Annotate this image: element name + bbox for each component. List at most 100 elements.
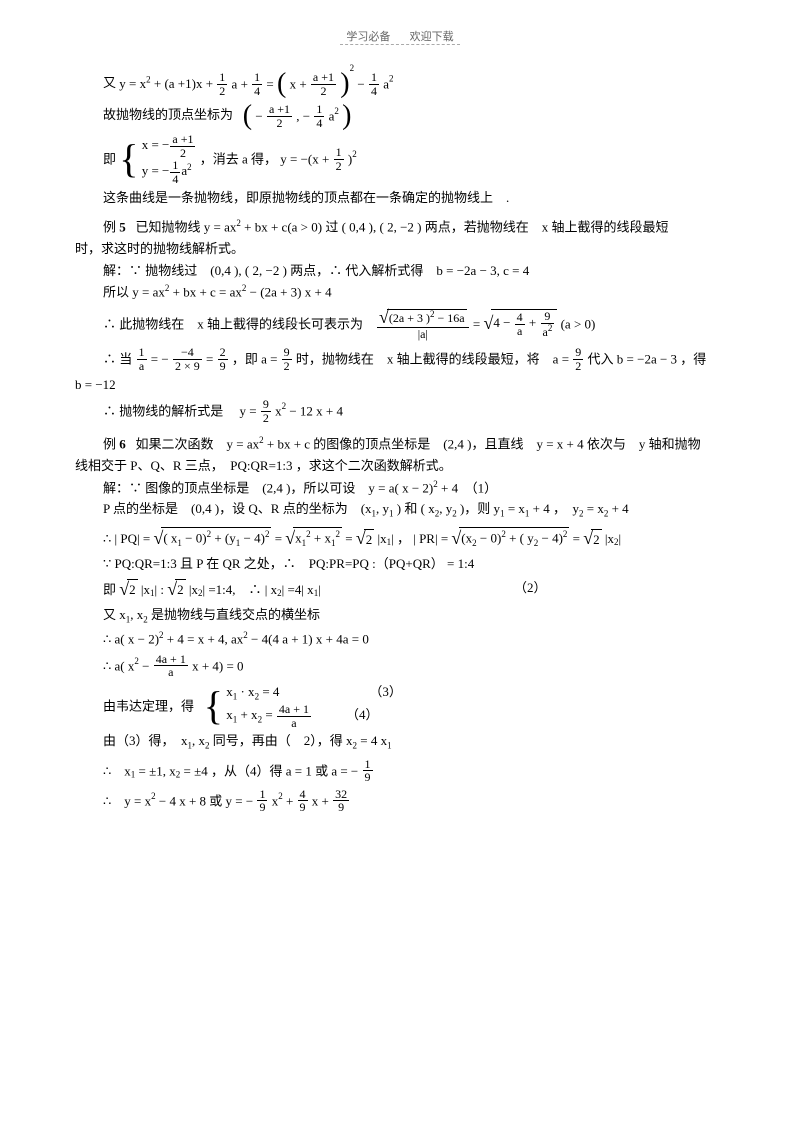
t: |x xyxy=(189,582,198,597)
t: + xyxy=(283,793,297,808)
t: 即 xyxy=(103,152,116,167)
t: (2a + 3 ) xyxy=(389,311,430,325)
ex6-title: 例 6 如果二次函数 y = ax2 + bx + c 的图像的顶点坐标是 (2… xyxy=(75,434,730,454)
n: 1 xyxy=(334,146,344,160)
t: = xyxy=(473,316,484,331)
d: 4 xyxy=(369,85,379,98)
n: 1 xyxy=(257,788,267,802)
n: a +1 xyxy=(311,71,336,85)
ex6-s6: 又 x1, x2 是抛物线与直线交点的横坐标 xyxy=(75,605,730,627)
ex5-title: 例 5 已知抛物线 y = ax2 + bx + c(a > 0) 过 ( 0,… xyxy=(75,217,730,237)
t: − 0) xyxy=(182,531,207,546)
d: a xyxy=(515,325,525,338)
n: 2 xyxy=(218,346,228,360)
t: , y xyxy=(376,501,389,516)
t: + (y xyxy=(211,531,236,546)
d: 4 xyxy=(314,117,324,130)
e: 2 xyxy=(334,106,339,116)
t: + 4 （1） xyxy=(438,480,497,495)
n: 9 xyxy=(573,346,583,360)
d: |a| xyxy=(377,328,469,341)
ex6-s9: 由韦达定理，得 { x1 · x2 = 4（3） x1 + x2 = 4a + … xyxy=(75,683,730,729)
t: | xyxy=(619,531,622,546)
t: 代入 b = −2a − 3 ，得 xyxy=(588,352,707,367)
e: 2 xyxy=(336,529,341,539)
t: = ±4 ，从（4）得 a = 1 或 a = − xyxy=(180,763,358,778)
ex6-s7: ∴ a( x − 2)2 + 4 = x + 4, ax2 − 4(4 a + … xyxy=(75,629,730,649)
d: a xyxy=(154,666,188,679)
t: | xyxy=(318,582,321,597)
t: 时，抛物线在 x 轴上截得的线段最短，将 a = xyxy=(296,352,572,367)
t: − 4 x + 8 或 y = − xyxy=(156,793,254,808)
n: 6 xyxy=(119,437,126,452)
t: − 16a xyxy=(435,311,465,325)
t: ∴ | PQ| = xyxy=(103,531,153,546)
t: − 0) xyxy=(477,531,502,546)
eqno: （2） xyxy=(514,578,547,598)
d: 9 xyxy=(298,801,308,814)
e: 2 xyxy=(548,323,553,333)
d: 9 xyxy=(218,360,228,373)
t: 是抛物线与直线交点的横坐标 xyxy=(148,607,320,622)
n: 9 xyxy=(541,310,555,324)
n: 4 xyxy=(298,788,308,802)
d: 9 xyxy=(363,771,373,784)
t: |x xyxy=(141,582,150,597)
ex5-sol2: 所以 y = ax2 + bx + c = ax2 − (2a + 3) x +… xyxy=(75,282,730,302)
n: 4a + 1 xyxy=(277,703,311,717)
d: 2 × 9 xyxy=(173,360,202,373)
t: + bx + c(a > 0) xyxy=(241,220,322,235)
ex6-cont: 线相交于 P、Q、R 三点， PQ:QR=1:3 ，求这个二次函数解析式。 xyxy=(75,456,730,476)
t: 同号，再由（ 2），得 x xyxy=(210,733,353,748)
ex6-s8: ∴ a( x2 − 4a + 1a x + 4) = 0 xyxy=(75,653,730,679)
t: 如果二次函数 y = ax xyxy=(136,437,260,452)
n: a +1 xyxy=(267,103,292,117)
page-content: 又 y = x2 + (a +1)x + 12 a + 14 = ( x + a… xyxy=(75,60,730,816)
d: 2 xyxy=(261,412,271,425)
n: 1 xyxy=(217,71,227,85)
t: − xyxy=(255,108,262,123)
s: 1 xyxy=(387,741,392,751)
t: | PR| = xyxy=(413,531,451,546)
n: 1 xyxy=(314,103,324,117)
t: = x xyxy=(584,501,604,516)
n: 9 xyxy=(261,398,271,412)
t: + 4 ， y xyxy=(529,501,579,516)
t: |x xyxy=(378,531,387,546)
t: · x xyxy=(237,684,254,699)
t: − 12 x + 4 xyxy=(286,403,343,418)
n: 4 xyxy=(515,311,525,325)
t: − 4(4 a + 1) x + 4a = 0 xyxy=(248,631,369,646)
t: − 4) xyxy=(538,531,563,546)
t: 故抛物线的顶点坐标为 xyxy=(103,107,233,122)
t: 4 − xyxy=(493,316,513,331)
t: − 4) xyxy=(240,531,265,546)
ex6-s10: 由（3）得， x1, x2 同号，再由（ 2），得 x2 = 4 x1 xyxy=(75,731,730,753)
n: 1 xyxy=(137,346,147,360)
t: 已知抛物线 xyxy=(136,220,201,235)
t: P 点的坐标是 (0,4 )，设 Q、R 点的坐标为 (x xyxy=(103,501,372,516)
ex6-s5: 即 √2 |x1| : √2 |x2| =1:4, ∴ | x2| =4| x1… xyxy=(75,576,730,603)
t: 2 xyxy=(175,579,186,600)
ex5-sol1: 解：∵ 抛物线过 (0,4 ), ( 2, −2 ) 两点，∴ 代入解析式得 b… xyxy=(75,261,730,281)
cont-vertex: 故抛物线的顶点坐标为 ( − a +12 , − 14 a2 ) xyxy=(75,103,730,129)
t: ( x xyxy=(163,531,177,546)
t: 过 ( 0,4 ), ( 2, −2 ) 两点，若抛物线在 x 轴上截得的线段最… xyxy=(325,220,668,235)
t: = ±1, x xyxy=(135,763,175,778)
t: ∴ 当 xyxy=(103,352,136,367)
t: = − xyxy=(151,352,169,367)
ex5-sol3: ∴ 此抛物线在 x 轴上截得的线段长可表示为 √(2a + 3 )2 − 16a… xyxy=(75,308,730,340)
t: − xyxy=(139,658,153,673)
t: |x xyxy=(605,531,614,546)
s: 1 xyxy=(302,538,307,548)
cont-eq1: 又 y = x2 + (a +1)x + 12 a + 14 = ( x + a… xyxy=(75,62,730,97)
ex5-sol4: ∴ 当 1a = − −42 × 9 = 29 ，即 a = 92 时，抛物线在… xyxy=(75,346,730,372)
t: y = − xyxy=(142,164,170,179)
t: ，消去 a 得， xyxy=(200,152,277,167)
d: 4 xyxy=(252,85,262,98)
t: x = − xyxy=(142,137,170,152)
t: = xyxy=(573,531,584,546)
t: x + xyxy=(290,76,307,91)
t: + bx + c = ax xyxy=(169,284,242,299)
t: + 4 xyxy=(608,501,628,516)
